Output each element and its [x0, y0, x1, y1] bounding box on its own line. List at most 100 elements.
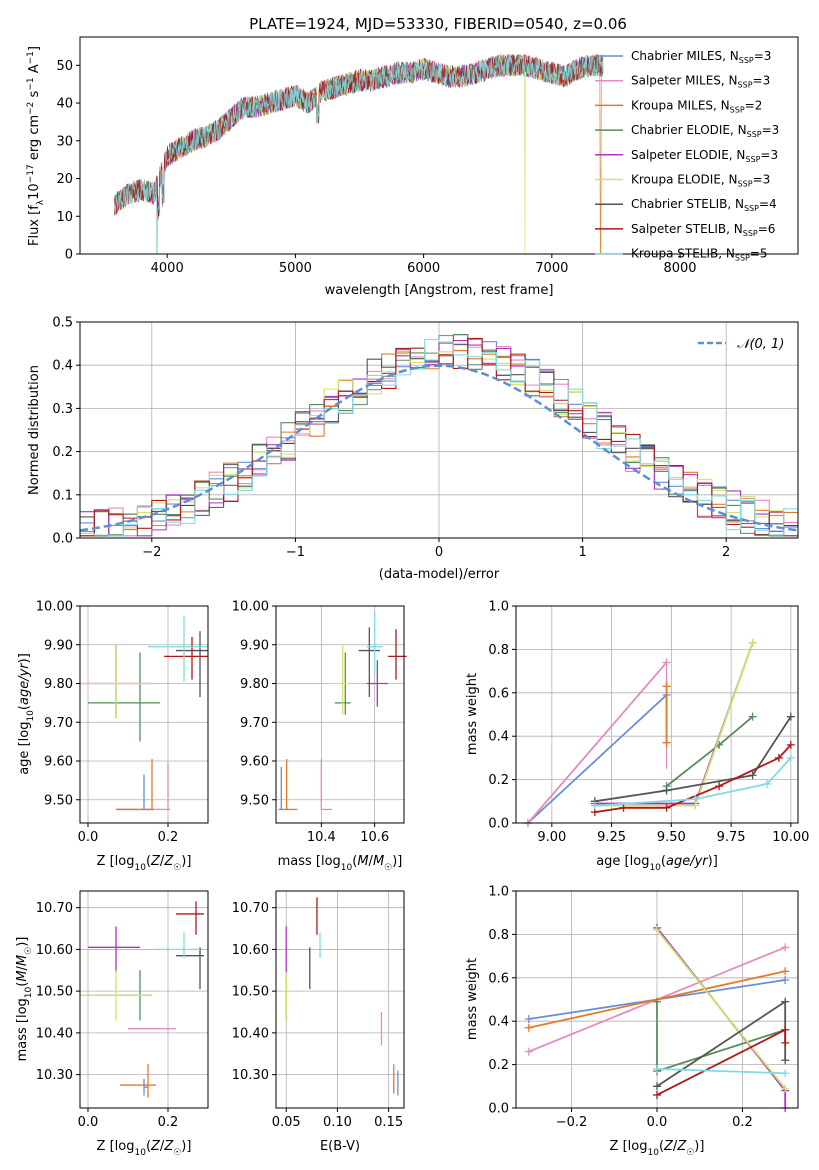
spectrum-line-kroupa-stelib [114, 54, 604, 255]
residuals-legend: 𝒩(0, 1) [698, 337, 784, 352]
histogram-chabrier-stelib [80, 338, 798, 537]
marker-kroupa-stelib [786, 753, 795, 762]
marker-salpeter-miles [781, 943, 790, 952]
marker-chabrier-stelib [653, 1082, 661, 1091]
residuals-histograms [79, 333, 799, 537]
age-vs-Z-xlabel: Z [log10(Z/Z☉)] [97, 854, 192, 873]
histogram-kroupa-stelib [80, 339, 798, 537]
mass-vs-EBV-panel: 0.05 0.10 0.15 10.30 10.40 10.50 10.60 10.70 E(… [232, 890, 405, 1154]
marker-kroupa-stelib [653, 1064, 661, 1073]
marker-salpeter-miles [524, 1047, 533, 1056]
y-tick-label: 0.0 [488, 1102, 509, 1117]
age-vs-mass-frame [275, 605, 405, 824]
legend-label-chabrier-elodie: Chabrier ELODIE, NSSP=3 [631, 123, 779, 139]
y-tick-label: 10.00 [232, 600, 269, 615]
x-tick-label: 2 [722, 545, 730, 560]
spectrum-ticks: 4000 5000 6000 7000 8000 0 10 20 30 40 50 [56, 59, 696, 276]
x-tick-label: −1 [286, 545, 305, 560]
x-tick-label: 6000 [407, 261, 440, 276]
spectrum-title: PLATE=1924, MJD=53330, FIBERID=0540, z=0… [249, 15, 627, 33]
y-tick-label: 9.60 [240, 755, 269, 770]
y-tick-label: 9.80 [240, 677, 269, 692]
age-vs-Z-panel: 0.0 0.2 9.50 9.60 9.70 9.80 9.90 10.00 Z [log10… [17, 600, 209, 873]
mass-vs-Z-xlabel: Z [log10(Z/Z☉)] [97, 1139, 192, 1158]
x-tick-label: 0 [435, 545, 443, 560]
mass-vs-Z-grid [80, 891, 208, 1108]
y-tick-label: 10.60 [232, 943, 269, 958]
mass-vs-Z-ylabel: mass [log10(M/M☉)] [15, 937, 34, 1062]
mass-vs-EBV-frame [275, 890, 405, 1109]
x-tick-label: 0.0 [647, 1115, 668, 1130]
legend-label-kroupa-stelib: Kroupa STELIB, NSSP=5 [631, 247, 768, 263]
histogram-salpeter-stelib [80, 337, 798, 537]
x-tick-label: 10.4 [307, 830, 336, 845]
y-tick-label: 0.2 [488, 773, 509, 788]
y-tick-label: 10.40 [36, 1026, 73, 1041]
marker-salpeter-stelib [619, 803, 628, 812]
y-tick-label: 1.0 [488, 600, 509, 615]
y-tick-label: 0.6 [488, 686, 509, 701]
age-vs-Z-ticks: 0.0 0.2 9.50 9.60 9.70 9.80 9.90 10.00 [36, 600, 179, 846]
y-tick-label: 1.0 [488, 885, 509, 900]
y-tick-label: 9.70 [240, 716, 269, 731]
y-tick-label: 10.50 [232, 985, 269, 1000]
x-tick-label: 4000 [151, 261, 184, 276]
y-tick-label: 0.6 [488, 971, 509, 986]
mass-weight-vs-age-lines [523, 638, 795, 827]
x-tick-label: 0.10 [323, 1115, 352, 1130]
line-kroupa-stelib [594, 757, 792, 807]
age-vs-mass-xlabel: mass [log10(M/M☉)] [278, 854, 403, 873]
marker-chabrier-miles [781, 975, 790, 984]
y-tick-label: 9.50 [44, 793, 73, 808]
y-tick-label: 9.60 [44, 755, 73, 770]
y-tick-label: 9.50 [240, 793, 269, 808]
y-tick-label: 0.4 [52, 359, 73, 374]
x-tick-label: 7000 [535, 261, 568, 276]
marker-chabrier-elodie [653, 997, 661, 1006]
marker-chabrier-elodie [748, 712, 757, 721]
mass-weight-vs-Z-lines [524, 923, 790, 1112]
x-tick-label: 10.6 [360, 830, 389, 845]
age-vs-mass-grid [276, 605, 404, 823]
spectrum-panel: PLATE=1924, MJD=53330, FIBERID=0540, z=0… [26, 15, 799, 298]
spectrum-legend: Chabrier MILES, NSSP=3 Salpeter MILES, NS… [595, 49, 779, 263]
marker-kroupa-stelib [590, 801, 599, 810]
marker-kroupa-stelib [762, 779, 771, 788]
x-tick-label: 0.2 [158, 830, 179, 845]
marker-salpeter-stelib [786, 740, 795, 749]
legend-label-chabrier-stelib: Chabrier STELIB, NSSP=4 [631, 197, 777, 213]
marker-chabrier-miles [524, 1015, 533, 1024]
mass-weight-vs-Z-panel: −0.2 0.0 0.2 0.0 0.2 0.4 0.6 0.8 1.0 Z [log10(Z/… [465, 885, 799, 1158]
x-tick-label: 0.0 [78, 1115, 99, 1130]
x-tick-label: 9.00 [537, 830, 566, 845]
y-tick-label: 0.3 [52, 402, 73, 417]
y-tick-label: 9.90 [240, 638, 269, 653]
mass-weight-vs-age-grid [516, 605, 798, 824]
spectrum-frame [79, 36, 799, 255]
y-tick-label: 9.80 [44, 677, 73, 692]
age-vs-mass-ticks: 10.4 10.6 9.50 9.60 9.70 9.80 9.90 10.00 [232, 600, 389, 846]
y-tick-label: 0.5 [52, 316, 73, 331]
line-chabrier-stelib [656, 999, 787, 1088]
marker-salpeter-stelib [781, 1038, 790, 1047]
marker-chabrier-stelib [781, 1056, 790, 1065]
mass-weight-vs-Z-ticks: −0.2 0.0 0.2 0.0 0.2 0.4 0.6 0.8 1.0 [488, 885, 752, 1131]
line-chabrier-elodie [656, 1001, 786, 1073]
y-tick-label: 0.2 [52, 445, 73, 460]
y-tick-label: 40 [56, 97, 73, 112]
mass-weight-vs-age-panel: 9.00 9.25 9.50 9.75 10.000.00.20.40.60.81.0 … [465, 600, 809, 874]
gaussian-legend-label: 𝒩(0, 1) [737, 337, 784, 352]
x-tick-label: 1 [578, 545, 586, 560]
age-vs-Z-ylabel: age [log10(age/yr)] [17, 653, 36, 775]
y-tick-label: 10.00 [36, 600, 73, 615]
age-vs-Z-frame [79, 605, 209, 824]
histogram-kroupa-elodie [80, 344, 798, 537]
y-tick-label: 0.1 [52, 488, 73, 503]
age-vs-mass-errorbars [278, 611, 407, 811]
x-tick-label: 8000 [663, 261, 696, 276]
y-tick-label: 30 [56, 134, 73, 149]
age-vs-mass-panel: 10.4 10.6 9.50 9.60 9.70 9.80 9.90 10.00 mass [… [232, 600, 407, 873]
age-vs-Z-errorbars [80, 615, 208, 811]
y-tick-label: 10 [56, 210, 73, 225]
